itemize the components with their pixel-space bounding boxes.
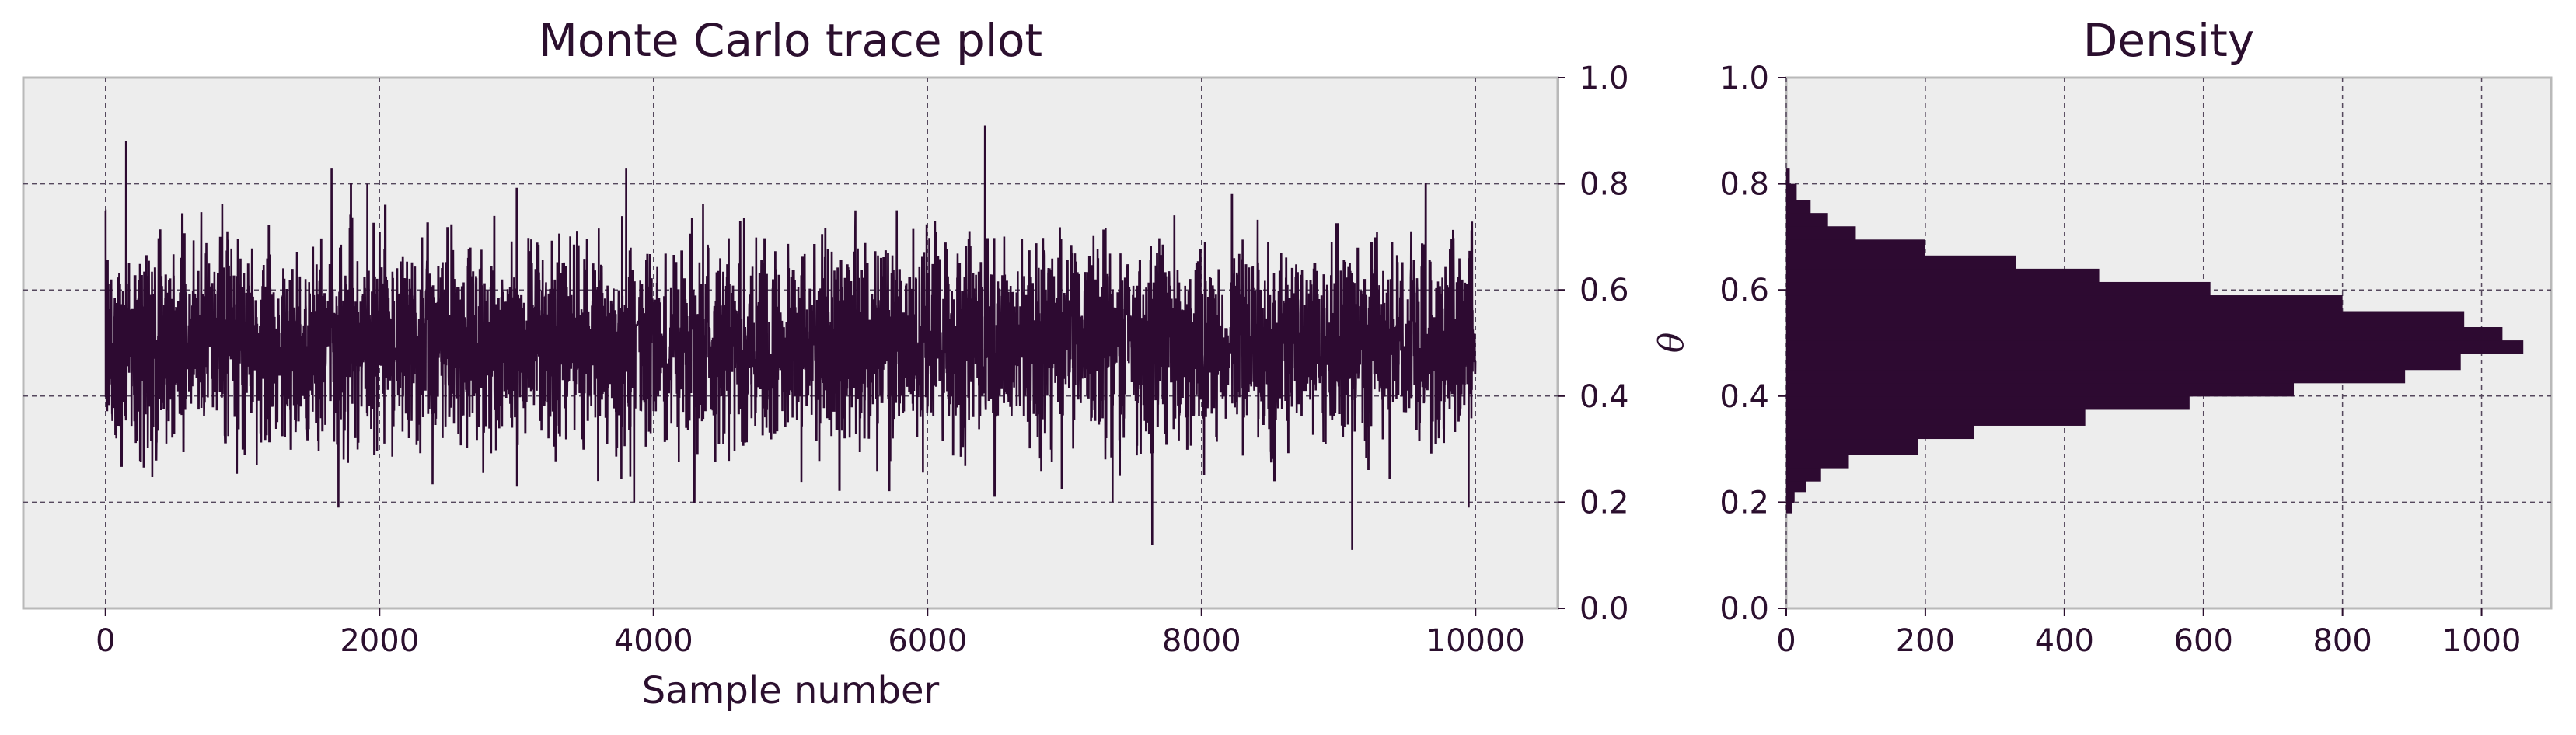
density-bar-16: [1786, 281, 2211, 296]
density-y-tick-label-3: 0.6: [1719, 273, 1769, 308]
density-bar-0: [1786, 502, 1792, 514]
density-x-tick-label-4: 800: [2312, 623, 2372, 659]
trace-x-tick-label-3: 6000: [888, 623, 967, 659]
trace-x-tick-label-4: 8000: [1162, 623, 1241, 659]
density-bar-21: [1786, 213, 1828, 227]
trace-y-ticks: 0.0 0.2 0.4 0.6 0.8 1.0: [1558, 61, 1629, 627]
trace-line: [104, 125, 1477, 550]
density-bar-19: [1786, 239, 1925, 256]
density-bar-9: [1786, 382, 2295, 397]
density-y-tick-label-2: 0.4: [1719, 379, 1769, 415]
density-x-tick-label-1: 200: [1896, 623, 1955, 659]
density-bar-11: [1786, 354, 2461, 371]
density-bars: [1786, 168, 2524, 514]
density-y-axis-label: θ: [1652, 333, 1691, 354]
trace-y-tick-label-1: 0.2: [1579, 485, 1629, 521]
density-bar-4: [1786, 454, 1849, 469]
trace-x-tick-label-2: 4000: [614, 623, 693, 659]
density-bar-8: [1786, 395, 2190, 410]
density-y-tick-label-1: 0.2: [1719, 485, 1769, 521]
density-y-ticks: 0.0 0.2 0.4 0.6 0.8 1.0: [1719, 61, 1786, 627]
density-bar-13: [1786, 327, 2503, 341]
density-bar-24: [1786, 168, 1790, 185]
density-panel: 0 200 400 600 800 1000 0.0 0.2 0.4 0.6 0.8 1.0 Den…: [1652, 14, 2553, 659]
trace-series: [104, 125, 1477, 550]
trace-y-tick-label-2: 0.4: [1579, 379, 1629, 415]
density-bar-5: [1786, 438, 1918, 455]
density-bar-3: [1786, 468, 1821, 482]
trace-x-tick-label-5: 10000: [1426, 623, 1525, 659]
density-bar-1: [1786, 491, 1795, 503]
density-bar-22: [1786, 200, 1811, 214]
density-x-tick-label-3: 600: [2174, 623, 2233, 659]
density-x-tick-label-0: 0: [1776, 623, 1796, 659]
density-bar-7: [1786, 409, 2086, 426]
trace-plot-panel: 0 2000 4000 6000 8000 10000 0.0 0.2 0.4 0.6 0.8 1.…: [22, 14, 1629, 712]
density-bar-6: [1786, 425, 1974, 440]
trace-x-tick-label-1: 2000: [340, 623, 419, 659]
density-bar-18: [1786, 255, 2016, 270]
density-y-tick-label-5: 1.0: [1719, 61, 1769, 96]
density-bar-23: [1786, 183, 1797, 200]
trace-y-tick-label-5: 1.0: [1579, 61, 1629, 96]
density-bar-10: [1786, 369, 2406, 384]
density-y-tick-label-4: 0.8: [1719, 167, 1769, 203]
density-bar-17: [1786, 268, 2100, 283]
trace-y-tick-label-4: 0.8: [1579, 167, 1629, 203]
density-x-tick-label-5: 1000: [2442, 623, 2522, 659]
trace-title: Monte Carlo trace plot: [539, 14, 1042, 67]
density-bar-14: [1786, 311, 2465, 328]
trace-y-tick-label-3: 0.6: [1579, 273, 1629, 308]
density-bar-2: [1786, 481, 1806, 493]
density-x-ticks: 0 200 400 600 800 1000: [1776, 608, 2521, 659]
trace-x-ticks: 0 2000 4000 6000 8000 10000: [96, 608, 1525, 659]
density-y-tick-label-0: 0.0: [1719, 591, 1769, 627]
density-x-tick-label-2: 400: [2035, 623, 2094, 659]
trace-y-tick-label-0: 0.0: [1579, 591, 1629, 627]
density-bar-20: [1786, 226, 1856, 240]
density-title: Density: [2083, 14, 2255, 67]
trace-x-axis-label: Sample number: [642, 669, 940, 712]
density-bar-12: [1786, 340, 2524, 354]
density-bar-15: [1786, 295, 2343, 312]
trace-x-tick-label-0: 0: [96, 623, 115, 659]
